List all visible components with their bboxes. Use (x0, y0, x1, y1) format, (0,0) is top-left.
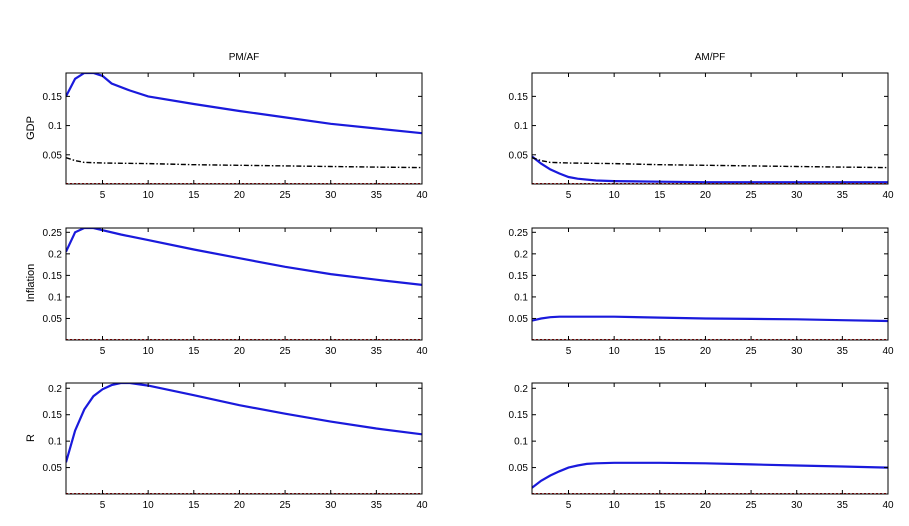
series-line-solid (66, 228, 422, 286)
series-line-dashdot (532, 157, 888, 169)
x-tick-label: 25 (280, 190, 292, 201)
y-tick-label: 0.1 (48, 437, 62, 448)
y-tick-label: 0.25 (509, 228, 529, 239)
axes-box (531, 72, 889, 185)
x-tick-label: 40 (416, 190, 428, 201)
series-line-solid (66, 73, 422, 135)
y-tick-label: 0.15 (43, 271, 63, 282)
panel-am-pf-gdp: 5 10 15 20 25 30 35 40 0.05 0.1 0.15 (509, 72, 894, 201)
x-tick-label: 20 (234, 190, 246, 201)
axes-box (65, 72, 423, 185)
series-line-dashdot (66, 157, 422, 169)
x-tick-label: 15 (188, 346, 200, 357)
x-tick-label: 35 (371, 500, 383, 511)
y-tick-label: 0.05 (509, 463, 529, 474)
x-tick-label: 25 (746, 500, 758, 511)
series-line-solid (66, 383, 422, 463)
y-tick-label: 0.05 (43, 314, 63, 325)
row-label-r: R (25, 434, 37, 442)
x-tick-label: 40 (882, 500, 894, 511)
x-tick-label: 5 (566, 190, 572, 201)
x-tick-label: 40 (416, 500, 428, 511)
x-tick-label: 35 (371, 190, 383, 201)
panels: 5 10 15 20 25 30 35 400.050.10.155 10 15 20 25 30 35 4… (43, 72, 894, 511)
y-tick-label: 0.2 (514, 384, 528, 395)
series-line-solid (532, 315, 888, 323)
y-tick-label: 0.1 (514, 437, 528, 448)
axes-box (531, 227, 889, 341)
x-tick-label: 10 (609, 500, 621, 511)
x-tick-label: 15 (654, 190, 666, 201)
x-tick-label: 15 (654, 500, 666, 511)
x-tick-label: 10 (609, 190, 621, 201)
y-tick-label: 0.2 (514, 249, 528, 260)
x-tick-label: 10 (609, 346, 621, 357)
x-tick-label: 20 (700, 346, 712, 357)
series-line-solid (532, 461, 888, 489)
x-tick-label: 35 (837, 500, 849, 511)
panel-pm-af-r: 5 10 15 20 25 30 35 40 0.05 0.1 0.15 0.2 (43, 382, 428, 511)
x-tick-label: 20 (234, 500, 246, 511)
x-tick-label: 40 (882, 190, 894, 201)
y-tick-label: 0.15 (509, 271, 529, 282)
y-tick-label: 0.15 (43, 410, 63, 421)
x-tick-label: 35 (837, 190, 849, 201)
x-tick-label: 15 (654, 346, 666, 357)
x-tick-label: 30 (325, 346, 337, 357)
x-tick-label: 25 (746, 346, 758, 357)
x-tick-label: 30 (791, 190, 803, 201)
x-tick-label: 5 (100, 500, 106, 511)
x-tick-label: 15 (188, 500, 200, 511)
x-tick-label: 20 (700, 500, 712, 511)
x-tick-label: 5 (566, 500, 572, 511)
y-tick-label: 0.2 (48, 249, 62, 260)
y-tick-label: 0.1 (48, 292, 62, 303)
panel-am-pf-inflation: 5 10 15 20 25 30 35 40 0.05 0.1 0.15 0.2 0.25 (509, 227, 894, 357)
x-tick-label: 20 (234, 346, 246, 357)
y-tick-label: 0.15 (509, 92, 529, 103)
panel-am-pf-r: 5 10 15 20 25 30 35 40 0.05 0.1 0.15 0.2 (509, 382, 894, 511)
axes-box (65, 227, 423, 341)
series-line-solid (532, 155, 888, 184)
x-tick-label: 30 (325, 190, 337, 201)
row-label-gdp: GDP (25, 116, 37, 140)
y-tick-label: 0.05 (43, 150, 63, 161)
x-tick-label: 25 (746, 190, 758, 201)
column-title-right: AM/PF (695, 52, 726, 63)
x-tick-label: 10 (143, 500, 155, 511)
x-tick-label: 20 (700, 190, 712, 201)
y-tick-label: 0.25 (43, 228, 63, 239)
x-tick-label: 5 (100, 190, 106, 201)
row-label-inflation: Inflation (25, 264, 37, 303)
panel-pm-af-inflation: 5 10 15 20 25 30 35 40 0.05 0.1 0.15 0.2 0.25 (43, 227, 428, 357)
x-tick-label: 30 (325, 500, 337, 511)
x-tick-label: 30 (791, 346, 803, 357)
y-tick-label: 0.1 (514, 121, 528, 132)
y-tick-label: 0.15 (509, 410, 529, 421)
x-tick-label: 40 (416, 346, 428, 357)
y-tick-label: 0.15 (43, 92, 63, 103)
column-title-left: PM/AF (229, 52, 260, 63)
y-tick-label: 0.2 (48, 384, 62, 395)
x-tick-label: 10 (143, 346, 155, 357)
x-tick-label: 40 (882, 346, 894, 357)
y-tick-label: 0.1 (48, 121, 62, 132)
x-tick-label: 15 (188, 190, 200, 201)
y-tick-label: 0.05 (509, 314, 529, 325)
x-tick-label: 35 (837, 346, 849, 357)
x-tick-label: 25 (280, 346, 292, 357)
x-tick-label: 5 (100, 346, 106, 357)
x-tick-label: 5 (566, 346, 572, 357)
x-tick-label: 10 (143, 190, 155, 201)
axes-box (65, 382, 423, 495)
axes-box (531, 382, 889, 495)
panel-pm-af-gdp: 5 10 15 20 25 30 35 40 0.05 0.1 0.15 (43, 72, 428, 201)
x-tick-label: 35 (371, 346, 383, 357)
y-tick-label: 0.1 (514, 292, 528, 303)
x-tick-label: 30 (791, 500, 803, 511)
x-tick-label: 25 (280, 500, 292, 511)
y-tick-label: 0.05 (509, 150, 529, 161)
y-tick-label: 0.05 (43, 463, 63, 474)
